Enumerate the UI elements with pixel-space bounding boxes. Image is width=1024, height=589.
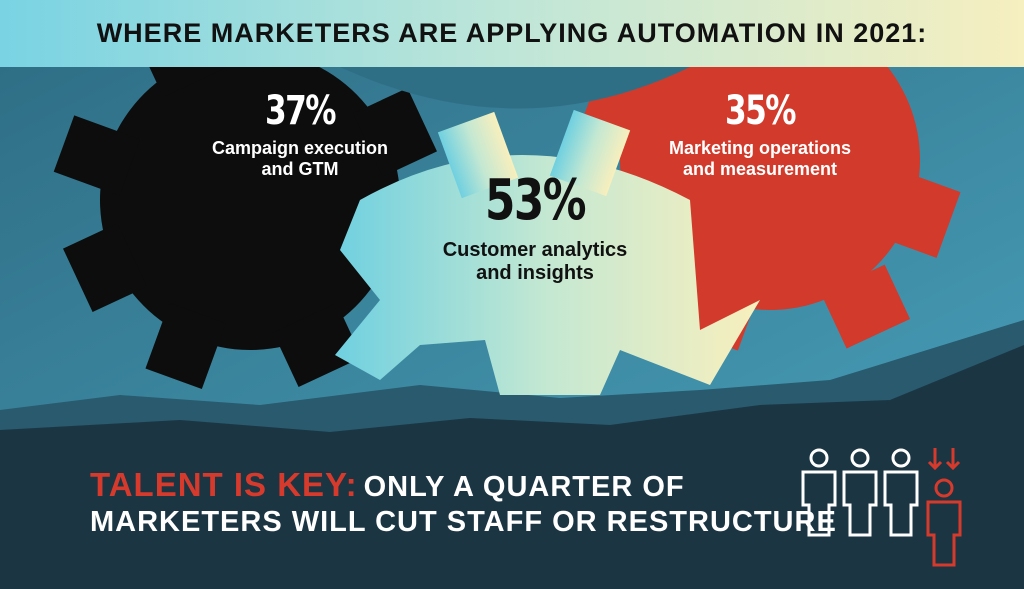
person-icon <box>801 448 837 537</box>
stat-label-line1: Marketing operations <box>668 138 852 158</box>
page-title: WHERE MARKETERS ARE APPLYING AUTOMATION … <box>96 18 928 48</box>
stat-analytics: 53% Customer analytics and insights <box>410 168 660 285</box>
header-banner: WHERE MARKETERS ARE APPLYING AUTOMATION … <box>0 0 1024 67</box>
gear-hub-gap <box>340 67 690 109</box>
footer-line2: MARKETERS WILL CUT STAFF OR RESTRUCTURE <box>90 506 837 538</box>
person-highlight-icon <box>926 478 962 567</box>
ground <box>0 345 1024 589</box>
gear-left <box>53 13 437 390</box>
gear-middle <box>335 109 760 395</box>
stat-percent: 53% <box>485 168 586 233</box>
person-icon <box>842 448 878 537</box>
stat-percent: 37% <box>264 88 337 134</box>
footer-line1-rest: ONLY A QUARTER OF <box>363 471 685 503</box>
stat-operations: 35% Marketing operations and measurement <box>630 88 890 180</box>
footer-callout: TALENT IS KEY: ONLY A QUARTER OF MARKETER… <box>90 466 837 539</box>
stat-label-line2: and GTM <box>261 159 339 179</box>
people-group <box>801 448 962 567</box>
footer-line1: TALENT IS KEY: ONLY A QUARTER OF <box>90 466 837 504</box>
stat-label-line2: and insights <box>476 262 594 284</box>
down-arrows-icon <box>927 448 961 471</box>
stat-label-line1: Campaign execution <box>211 138 389 158</box>
stat-label-line1: Customer analytics <box>442 239 628 261</box>
footer-accent: TALENT IS KEY: <box>90 466 358 503</box>
stat-label-line2: and measurement <box>682 159 838 179</box>
person-icon <box>883 448 919 537</box>
stat-campaign: 37% Campaign execution and GTM <box>185 88 415 180</box>
stat-percent: 35% <box>724 88 797 134</box>
